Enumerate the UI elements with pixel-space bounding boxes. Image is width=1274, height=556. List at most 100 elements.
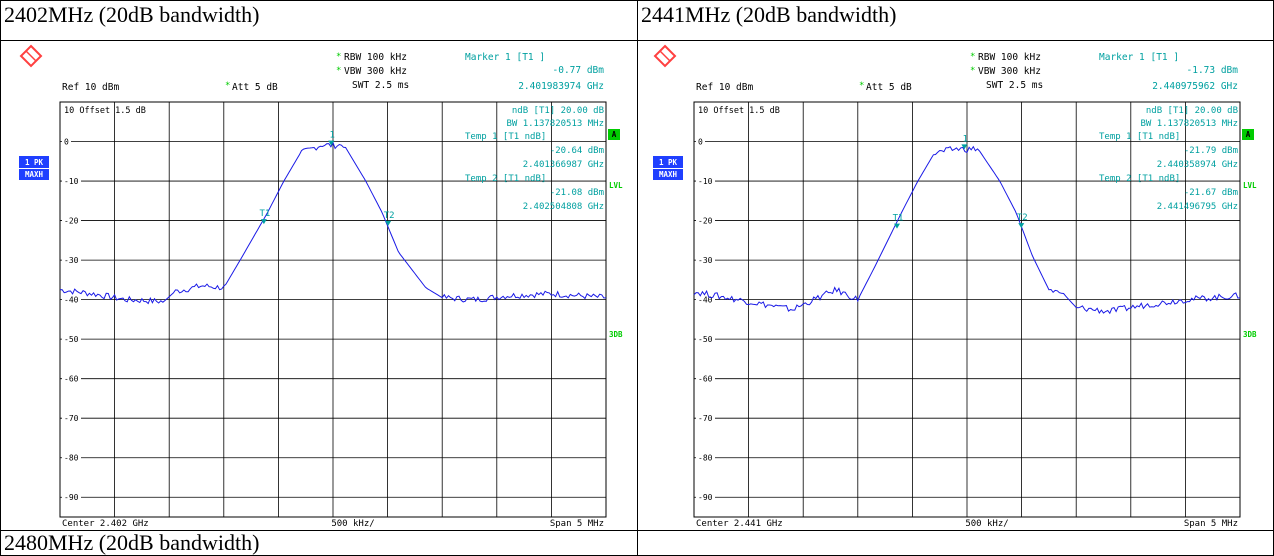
- temp1-frequency: 2.440358974 GHz: [1157, 160, 1238, 170]
- marker1-frequency: 2.401983974 GHz: [518, 81, 604, 92]
- status-lvl-label: LVL: [609, 181, 623, 190]
- y-tick-label: -90: [64, 493, 79, 502]
- y-tick-bg: [696, 373, 715, 384]
- rbw-setting: RBW 100 kHz: [978, 52, 1041, 63]
- y-tick-label: -30: [64, 256, 79, 265]
- rbw-star: *: [970, 52, 975, 62]
- status-3db-label: 3DB: [609, 330, 623, 339]
- cell-2402: 2402MHz (20dB bandwidth): [0, 0, 638, 531]
- att-star: *: [859, 81, 864, 91]
- vbw-setting: VBW 300 kHz: [978, 66, 1041, 77]
- y-tick-bg: [696, 176, 715, 187]
- bw-readout: BW 1.137820513 MHz: [1140, 119, 1238, 129]
- y-tick-bg: [62, 373, 81, 384]
- y-tick-bg: [696, 294, 715, 305]
- trace-badge-pk: [19, 156, 49, 168]
- y-tick-label: -20: [64, 217, 79, 226]
- marker-symbol-T1: [894, 223, 901, 229]
- trace-maxh-label: MAXH: [659, 170, 678, 179]
- y-tick-label: -40: [698, 296, 713, 305]
- vbw-star: *: [336, 66, 341, 76]
- temp2-title: Temp 2 [T1 ndB]: [465, 174, 546, 184]
- marker-symbol-1: [328, 140, 335, 146]
- status-lvl-label: LVL: [1243, 181, 1257, 190]
- bw-readout: BW 1.137820513 MHz: [506, 119, 604, 129]
- y-tick-bg: [62, 136, 71, 147]
- y-tick-label: 0: [64, 138, 69, 147]
- frequency-per-division: 500 kHz/: [331, 519, 374, 529]
- attenuation: Att 5 dB: [232, 82, 278, 93]
- frequency-span: Span 5 MHz: [550, 519, 604, 529]
- rs-logo-icon: [653, 44, 677, 68]
- status-badge-a: [1242, 129, 1254, 140]
- trace-badge-maxh: [19, 169, 49, 180]
- status-a-label: A: [1246, 130, 1251, 139]
- reference-level: Ref 10 dBm: [62, 82, 119, 93]
- y-tick-label: -30: [698, 256, 713, 265]
- ndb-readout: ndB [T1] 20.00 dB: [512, 106, 604, 116]
- attenuation: Att 5 dB: [866, 82, 912, 93]
- temp2-title: Temp 2 [T1 ndB]: [1099, 174, 1180, 184]
- status-badge-a: [608, 129, 620, 140]
- y-tick-label: -70: [64, 414, 79, 423]
- y-tick-label: -80: [698, 454, 713, 463]
- frequency-span: Span 5 MHz: [1184, 519, 1238, 529]
- marker-label-T2: T2: [1017, 213, 1028, 223]
- att-star: *: [225, 81, 230, 91]
- marker-symbol-T2: [385, 220, 392, 226]
- y-tick-bg: [696, 413, 715, 424]
- y-tick-bg: [696, 215, 715, 226]
- marker-label-T1: T1: [259, 209, 270, 219]
- temp2-level: -21.67 dBm: [1184, 188, 1238, 198]
- vbw-setting: VBW 300 kHz: [344, 66, 407, 77]
- y-tick-label: -70: [698, 414, 713, 423]
- vbw-star: *: [970, 66, 975, 76]
- y-tick-label: -40: [64, 296, 79, 305]
- rbw-star: *: [336, 52, 341, 62]
- y-tick-bg: [62, 413, 81, 424]
- marker-label-1: 1: [330, 131, 335, 141]
- y-tick-bg: [62, 215, 81, 226]
- center-frequency: Center 2.402 GHz: [62, 519, 149, 529]
- offset-label: 10 Offset 1.5 dB: [64, 106, 146, 116]
- y-tick-bg: [62, 334, 81, 345]
- status-3db-label: 3DB: [1243, 330, 1257, 339]
- y-tick-bg: [696, 334, 715, 345]
- sweep-time: SWT 2.5 ms: [986, 80, 1043, 91]
- y-tick-label: -10: [64, 177, 79, 186]
- trace-badge-maxh: [653, 169, 683, 180]
- y-tick-bg: [696, 255, 715, 266]
- temp1-level: -20.64 dBm: [550, 146, 604, 156]
- y-tick-bg: [62, 255, 81, 266]
- marker-label-T2: T2: [384, 211, 395, 221]
- y-tick-bg: [62, 176, 81, 187]
- y-tick-bg: [696, 452, 715, 463]
- trace-maxh-label: MAXH: [25, 170, 44, 179]
- y-tick-label: -80: [64, 454, 79, 463]
- frequency-per-division: 500 kHz/: [965, 519, 1008, 529]
- marker-label-1: 1: [963, 134, 968, 144]
- temp2-level: -21.08 dBm: [550, 188, 604, 198]
- marker1-title: Marker 1 [T1 ]: [1099, 52, 1179, 63]
- marker1-level: -1.73 dBm: [1187, 65, 1239, 76]
- y-tick-bg: [696, 136, 705, 147]
- trace-pk-label: 1 PK: [659, 158, 678, 167]
- y-tick-bg: [62, 294, 81, 305]
- temp1-title: Temp 1 [T1 ndB]: [465, 132, 546, 142]
- marker1-frequency: 2.440975962 GHz: [1152, 81, 1238, 92]
- y-tick-label: -20: [698, 217, 713, 226]
- y-tick-label: -90: [698, 493, 713, 502]
- marker-label-T1: T1: [893, 214, 904, 224]
- cell-empty: [637, 530, 1274, 556]
- spectrum-trace: [693, 145, 1241, 315]
- sweep-time: SWT 2.5 ms: [352, 80, 409, 91]
- caption-2480: 2480MHz (20dB bandwidth): [4, 530, 260, 555]
- y-tick-label: -50: [64, 335, 79, 344]
- y-tick-label: -60: [64, 375, 79, 384]
- temp1-frequency: 2.401366987 GHz: [523, 160, 604, 170]
- cell-2480: 2480MHz (20dB bandwidth): [0, 530, 638, 556]
- temp1-title: Temp 1 [T1 ndB]: [1099, 132, 1180, 142]
- y-tick-label: 0: [698, 138, 703, 147]
- trace-badge-pk: [653, 156, 683, 168]
